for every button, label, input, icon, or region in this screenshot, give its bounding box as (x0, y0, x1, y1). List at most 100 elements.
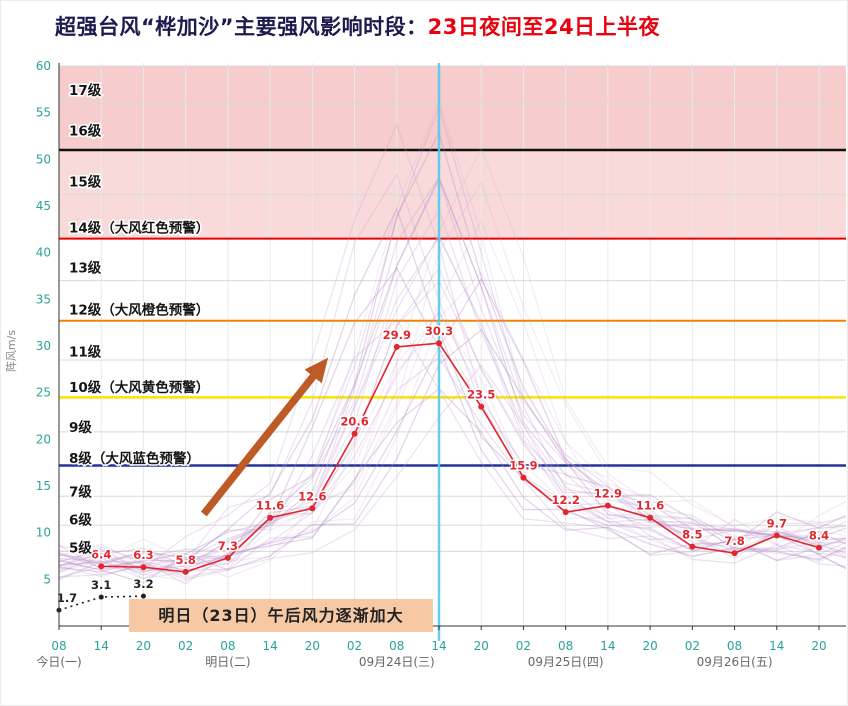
x-axis-tick-label: 20 (474, 639, 489, 653)
ensemble-member-line (58, 267, 847, 584)
forecast-value-label: 29.9 (383, 328, 411, 342)
observed-value-label: 1.7 (57, 591, 77, 605)
forecast-point (267, 514, 274, 521)
page-title-highlight: 23日夜间至24日上半夜 (427, 15, 661, 39)
wind-level-label: 14级（大风红色预警） (69, 219, 209, 236)
forecast-point (562, 509, 569, 516)
forecast-point (351, 430, 358, 437)
ensemble-member-line (58, 311, 847, 582)
x-axis-tick-label: 08 (727, 639, 742, 653)
forecast-value-label: 6.3 (133, 548, 153, 562)
wind-level-label: 13级 (69, 260, 102, 277)
trend-arrow (200, 357, 329, 517)
x-axis-tick-label: 20 (136, 639, 151, 653)
observed-point (140, 593, 146, 599)
forecast-point (816, 544, 822, 551)
x-axis-tick-label: 08 (51, 639, 66, 653)
x-axis-tick-label: 20 (642, 639, 657, 653)
forecast-value-label: 7.3 (218, 539, 238, 553)
date-label: 今日(一) (36, 654, 81, 669)
x-axis-tick-label: 02 (685, 639, 700, 653)
forecast-point (309, 505, 316, 512)
ensemble-member-line (58, 277, 847, 567)
forecast-value-label: 9.7 (767, 516, 787, 530)
forecast-value-label: 8.5 (682, 528, 702, 542)
observed-point (98, 594, 104, 600)
forecast-value-label: 7.8 (724, 534, 744, 548)
forecast-value-label: 11.6 (256, 499, 284, 513)
y-axis-tick-label: 60 (36, 59, 51, 73)
forecast-value-label: 15.9 (509, 459, 537, 473)
forecast-point (520, 474, 527, 481)
wind-level-label: 9级 (69, 419, 92, 436)
observed-line (58, 595, 144, 611)
y-axis-tick-label: 45 (36, 199, 51, 213)
x-axis-tick-label: 14 (94, 639, 109, 653)
forecast-point (478, 403, 485, 410)
ensemble-member-line (58, 236, 847, 571)
forecast-value-label: 12.2 (551, 493, 579, 507)
x-axis-tick-label: 02 (516, 639, 531, 653)
date-label: 09月26日(五) (697, 655, 773, 669)
forecast-value-label: 20.6 (340, 415, 368, 429)
y-axis-tick-label: 35 (36, 292, 51, 306)
x-axis-tick-label: 20 (305, 639, 320, 653)
x-axis-tick-label: 14 (431, 639, 446, 653)
ensemble-member-line (58, 309, 847, 574)
y-axis-tick-label: 15 (36, 479, 51, 493)
forecast-point (224, 554, 231, 561)
x-axis-tick-label: 08 (220, 639, 235, 653)
y-axis-tick-label: 25 (36, 386, 51, 400)
wind-level-label: 7级 (69, 484, 92, 501)
wind-level-label: 6级 (69, 512, 92, 529)
annotation-box: 明日（23日）午后风力逐渐加大 (129, 599, 433, 632)
ensemble-member-line (58, 319, 847, 580)
forecast-point (98, 563, 105, 570)
forecast-point (604, 502, 611, 509)
ensemble-member-line (58, 271, 847, 578)
forecast-value-label: 6.4 (91, 547, 111, 561)
ensemble-member-line (58, 123, 847, 570)
page-title-main: 超强台风“桦加沙”主要强风影响时段： (55, 15, 428, 39)
ensemble-member-line (58, 233, 847, 566)
ensemble-member-line (58, 177, 847, 560)
wind-level-label: 8级（大风蓝色预警） (69, 450, 200, 467)
annotation-text: 明日（23日）午后风力逐渐加大 (158, 606, 404, 625)
ensemble-member-line (58, 207, 847, 573)
forecast-value-label: 12.6 (298, 489, 326, 503)
page-title: 超强台风“桦加沙”主要强风影响时段：23日夜间至24日上半夜 (55, 11, 660, 41)
wind-level-label: 17级 (69, 82, 102, 99)
wind-level-label: 10级（大风黄色预警） (69, 379, 209, 396)
ensemble-member-line (58, 105, 847, 576)
x-axis-tick-label: 14 (600, 639, 615, 653)
forecast-point (773, 532, 780, 539)
date-label: 明日(二) (205, 655, 250, 669)
y-axis-tick-label: 55 (36, 106, 51, 120)
observed-value-label: 3.1 (91, 578, 111, 592)
wind-level-label: 16级 (69, 122, 102, 139)
forecast-point (140, 564, 147, 571)
y-axis-tick-label: 30 (36, 339, 51, 353)
ensemble-member-line (58, 146, 847, 565)
y-axis-tick-label: 5 (43, 572, 51, 586)
y-axis-tick-label: 10 (36, 526, 51, 540)
level-band (59, 66, 846, 150)
x-axis-tick-label: 08 (389, 639, 404, 653)
date-label: 09月24日(三) (359, 655, 435, 669)
wind-level-label: 15级 (69, 174, 102, 191)
forecast-point (182, 568, 189, 575)
forecast-value-label: 23.5 (467, 388, 495, 402)
ensemble-member-line (58, 181, 847, 565)
forecast-value-label: 12.9 (594, 487, 622, 501)
ensemble-member-line (58, 325, 847, 565)
wind-level-label: 12级（大风橙色预警） (69, 302, 209, 319)
ensemble-member-line (58, 175, 847, 572)
y-axis-tick-label: 40 (36, 246, 51, 260)
ensemble-member-line (58, 280, 847, 569)
date-label: 09月25日(四) (528, 655, 604, 669)
forecast-point (731, 550, 738, 557)
wind-level-label: 11级 (69, 344, 102, 361)
y-axis-title: 阵风m/s (4, 330, 18, 372)
